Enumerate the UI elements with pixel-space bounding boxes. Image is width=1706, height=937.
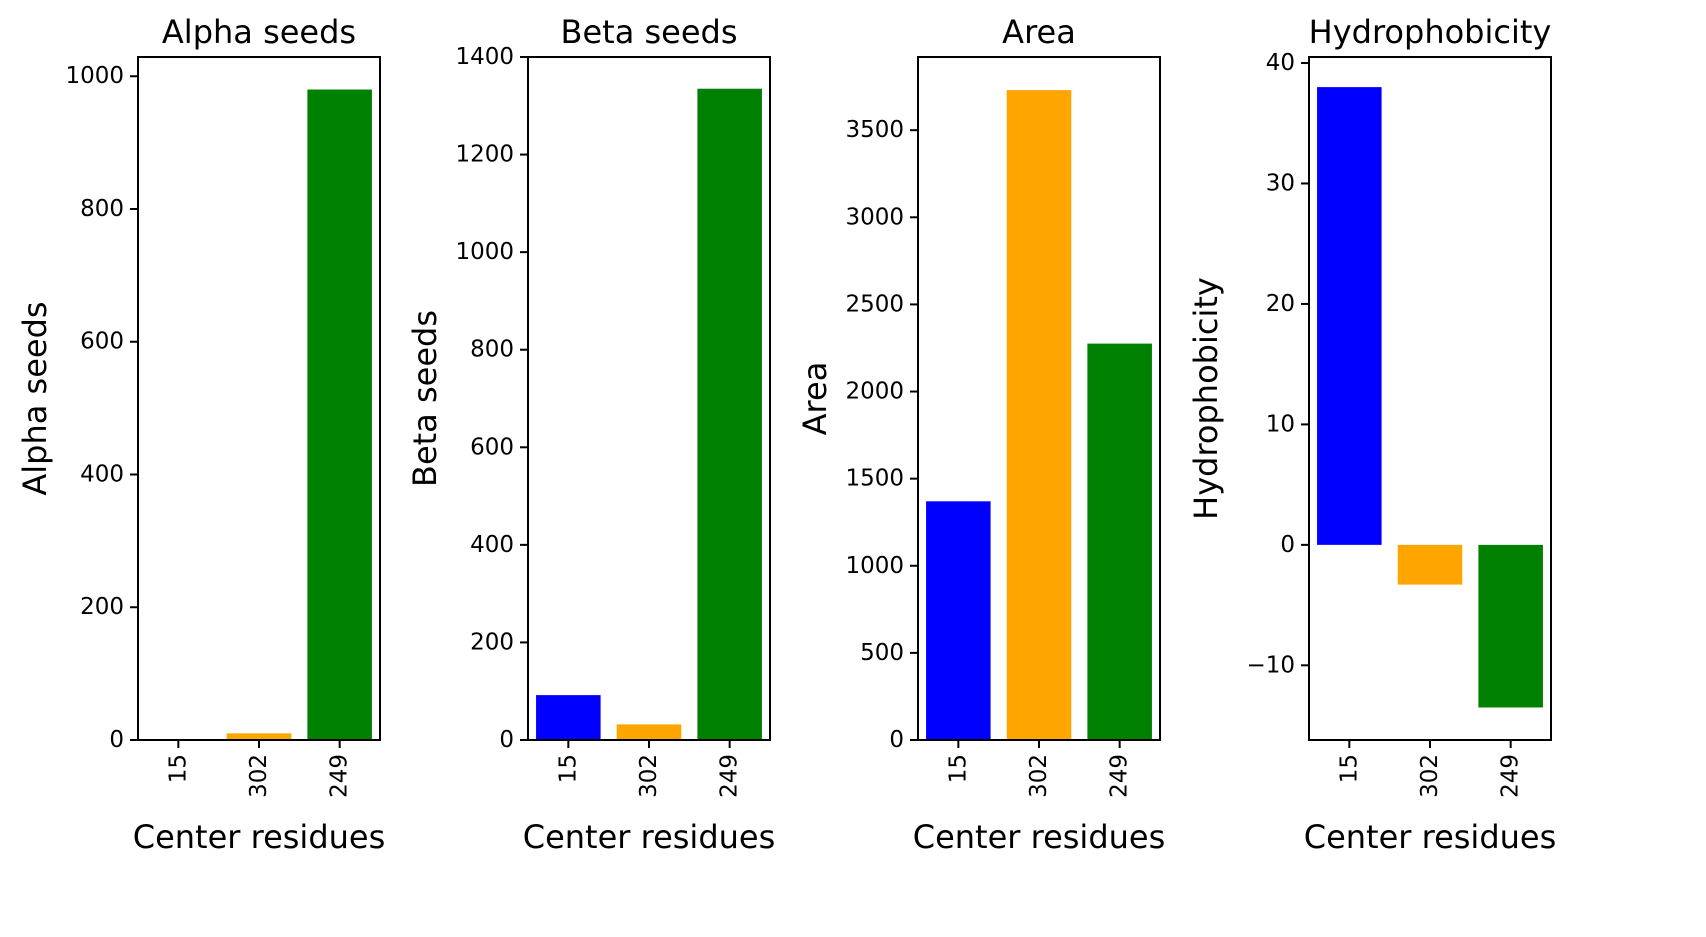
chart-panel-2: 0 200 400 600 800 1000 1200 1400 15 302 249 Beta se… <box>406 13 775 856</box>
y-tick-label: 400 <box>80 461 124 487</box>
y-tick-label: 2000 <box>845 379 904 405</box>
bar-302 <box>226 733 292 740</box>
x-tick-label: 15 <box>165 754 191 783</box>
y-tick-label: 0 <box>109 727 124 753</box>
x-axis-label: Center residues <box>523 818 776 856</box>
bar-15 <box>1317 87 1382 545</box>
y-tick-label: 1200 <box>455 142 514 168</box>
chart-title: Beta seeds <box>561 13 738 51</box>
y-tick-label: 20 <box>1266 291 1295 317</box>
x-tick-label: 15 <box>945 754 971 783</box>
y-tick-label: 0 <box>889 727 904 753</box>
y-tick-label: −10 <box>1246 652 1295 678</box>
y-tick-label: 1000 <box>845 553 904 579</box>
y-tick-label: 800 <box>80 196 124 222</box>
y-axis-label: Alpha seeds <box>16 301 54 495</box>
chart-panel-3: 0 500 1000 1500 2000 2500 3000 3500 15 302 249 Area… <box>796 13 1165 856</box>
chart-panel-4: −10 0 10 20 30 40 15 302 249 Hydrophobicity Center… <box>1187 13 1556 856</box>
y-tick-label: 1400 <box>455 44 514 70</box>
x-tick-label: 15 <box>1336 754 1362 783</box>
y-tick-label: 600 <box>470 434 514 460</box>
chart-panel-1: 0 200 400 600 800 1000 15 302 249 Alpha seeds Cent… <box>16 13 385 856</box>
x-axis-label: Center residues <box>913 818 1166 856</box>
y-tick-label: 1500 <box>845 466 904 492</box>
y-tick-label: 400 <box>470 532 514 558</box>
bar-249 <box>307 89 372 741</box>
bar-302 <box>616 724 682 740</box>
chart-title: Alpha seeds <box>162 13 356 51</box>
y-tick-label: 3000 <box>845 204 904 230</box>
bar-249 <box>697 88 762 741</box>
y-axis-label: Area <box>796 362 834 436</box>
bar-15 <box>926 501 991 740</box>
y-tick-label: 800 <box>470 337 514 363</box>
x-tick-label: 302 <box>1026 754 1052 798</box>
x-tick-label: 302 <box>636 754 662 798</box>
y-tick-label: 500 <box>860 640 904 666</box>
x-tick-label: 249 <box>327 754 353 798</box>
x-axis-label: Center residues <box>133 818 386 856</box>
y-tick-label: 3500 <box>845 117 904 143</box>
chart-title: Hydrophobicity <box>1309 13 1552 51</box>
y-tick-label: 2500 <box>845 291 904 317</box>
bar-15 <box>536 695 601 740</box>
x-tick-label: 302 <box>246 754 272 798</box>
x-tick-label: 249 <box>1107 754 1133 798</box>
y-tick-label: 30 <box>1266 170 1295 196</box>
bar-249 <box>1087 343 1152 740</box>
x-tick-label: 15 <box>555 754 581 783</box>
y-tick-label: 200 <box>470 629 514 655</box>
y-tick-label: 1000 <box>455 239 514 265</box>
x-tick-label: 249 <box>717 754 743 798</box>
chart-title: Area <box>1002 13 1076 51</box>
y-tick-label: 0 <box>1280 532 1295 558</box>
y-tick-label: 0 <box>499 727 514 753</box>
y-axis-label: Beta seeds <box>406 310 444 487</box>
y-tick-label: 600 <box>80 329 124 355</box>
x-tick-label: 302 <box>1417 754 1443 798</box>
y-tick-label: 200 <box>80 594 124 620</box>
bar-249 <box>1478 544 1543 708</box>
x-axis-label: Center residues <box>1304 818 1557 856</box>
bar-302 <box>1006 90 1072 740</box>
y-tick-label: 1000 <box>65 63 124 89</box>
bar-302 <box>1397 544 1463 585</box>
y-axis-label: Hydrophobicity <box>1187 277 1225 520</box>
y-tick-label: 10 <box>1266 411 1295 437</box>
y-tick-label: 40 <box>1266 50 1295 76</box>
x-tick-label: 249 <box>1498 754 1524 798</box>
